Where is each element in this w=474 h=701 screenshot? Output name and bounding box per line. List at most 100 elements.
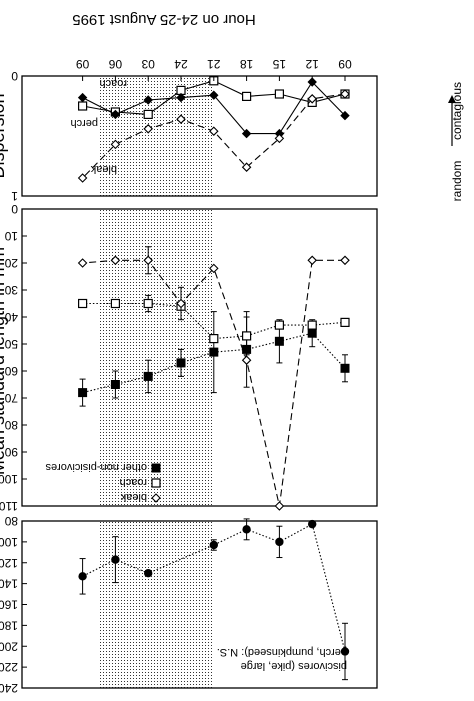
x-tick-label: 09 — [338, 57, 352, 71]
y-tick-label: 50 — [4, 337, 18, 351]
series-line-bleak — [82, 259, 345, 507]
chart-content: 8010012014016018020022024001020304050607… — [0, 11, 464, 695]
panel-standard-length: 0 10 20 30 40 50 60 70 80 90 100 110 — [0, 202, 378, 513]
data-point-bleak — [307, 94, 317, 104]
y-tick-label: 110 — [0, 499, 18, 513]
series-label-roach: roach — [99, 77, 127, 89]
y-axis-titles: Dispersion Mean standard length in mm — [0, 93, 8, 475]
y-tick-label: 10 — [4, 229, 18, 243]
label-contagious: contagious — [450, 82, 464, 140]
legend-label: bleak — [120, 491, 147, 503]
data-point-perch — [176, 92, 186, 103]
data-point-bleak — [77, 258, 88, 268]
data-point-bleak — [209, 126, 219, 136]
y-tick-label: 20 — [4, 256, 18, 270]
legend-label: other non-pisicivores — [45, 461, 147, 473]
data-point-perch — [209, 90, 219, 100]
data-point-bleak — [307, 255, 317, 266]
data-point-perch — [110, 109, 121, 120]
x-axis: 09 12 15 18 21 24 03 06 09 Hour on 24-25 August 1… — [72, 11, 352, 81]
data-point-roach — [110, 298, 120, 309]
night-shading — [99, 209, 214, 506]
y-title-standard-length: Mean standard length in mm — [0, 247, 8, 475]
panel-frame — [21, 208, 378, 507]
data-point-bleak — [143, 255, 153, 266]
data-point-roach — [242, 91, 252, 102]
data-point-piscivores — [242, 525, 251, 534]
data-point-other-non-pisicivores — [78, 388, 88, 398]
series-label-bleak: bleak — [90, 163, 117, 175]
x-axis-title: Hour on 24-25 August 1995 — [72, 11, 255, 28]
data-point-piscivores — [78, 572, 87, 581]
legend: bleak roach other non-pisicivores — [45, 461, 161, 503]
panel-dispersion: 01 — [11, 69, 378, 203]
panel-piscivores: 80 100 120 140 160 180 200 220 240 — [0, 514, 378, 695]
x-tick-label: 15 — [272, 57, 286, 71]
data-point-bleak — [110, 139, 121, 150]
data-point-bleak — [143, 124, 153, 134]
data-point-bleak — [209, 263, 219, 274]
data-point-other-non-pisicivores — [110, 380, 120, 389]
data-point-roach — [242, 331, 252, 341]
data-point-bleak — [340, 89, 350, 99]
annotation-line-1: piscivores (pike, large — [241, 660, 347, 672]
legend-marker — [151, 478, 161, 488]
y-tick-label: 160 — [0, 598, 18, 612]
night-shading — [99, 521, 214, 688]
x-tick-label: 24 — [174, 57, 188, 71]
y-title-dispersion: Dispersion — [0, 93, 8, 178]
x-tick-label: 12 — [305, 57, 319, 71]
data-point-bleak — [241, 162, 252, 172]
panel-frame — [21, 75, 378, 197]
x-tick-label: 09 — [76, 57, 90, 71]
series-line-piscivores — [82, 523, 346, 652]
data-point-bleak — [176, 114, 186, 124]
data-point-perch — [77, 92, 88, 103]
data-point-roach — [78, 298, 88, 309]
y-tick-label: 140 — [0, 577, 18, 591]
data-point-other-non-pisicivores — [274, 336, 284, 346]
y-tick-label: 240 — [0, 681, 18, 695]
data-point-piscivores — [144, 568, 153, 578]
x-tick-label: 03 — [141, 57, 155, 71]
y-tick-label: 0 — [11, 69, 18, 83]
data-point-roach — [274, 320, 284, 330]
data-point-other-non-pisicivores — [340, 363, 350, 373]
y-tick-label: 100 — [0, 535, 18, 549]
data-point-bleak — [274, 133, 285, 144]
y-tick-label: 1 — [11, 189, 18, 203]
legend-marker — [151, 463, 161, 473]
arrow-head — [448, 95, 456, 103]
y-tick-label: 200 — [0, 639, 18, 653]
y-tick-label: 40 — [4, 310, 18, 324]
y-tick-label: 220 — [0, 660, 18, 674]
legend-label: roach — [119, 476, 147, 488]
data-point-bleak — [241, 355, 252, 365]
y-tick-label: 180 — [0, 618, 18, 632]
data-point-roach — [209, 334, 219, 344]
data-point-bleak — [176, 298, 186, 309]
data-point-perch — [241, 128, 252, 139]
data-point-piscivores — [275, 537, 284, 547]
data-point-roach — [143, 109, 153, 120]
data-point-other-non-pisicivores — [176, 358, 186, 368]
x-tick-label: 06 — [108, 57, 122, 71]
data-point-piscivores — [340, 647, 350, 656]
data-point-roach — [340, 317, 350, 327]
data-point-bleak — [110, 255, 121, 266]
series-label-perch: perch — [70, 117, 98, 129]
legend-marker — [151, 493, 161, 503]
y-tick-label: 80 — [4, 514, 18, 528]
x-tick-label: 21 — [207, 57, 221, 71]
label-random: random — [450, 161, 464, 202]
data-point-piscivores — [308, 519, 317, 529]
annotation-line-2: perch, pumpkinseed): N.S. — [217, 646, 347, 658]
y-tick-label: 30 — [4, 283, 18, 297]
y-tick-label: 80 — [4, 418, 18, 432]
data-point-perch — [340, 110, 350, 121]
data-point-piscivores — [209, 540, 218, 550]
y-tick-label: 90 — [4, 445, 18, 459]
dispersion-labels: bleak perch roach — [70, 77, 127, 175]
data-point-roach — [307, 320, 317, 330]
